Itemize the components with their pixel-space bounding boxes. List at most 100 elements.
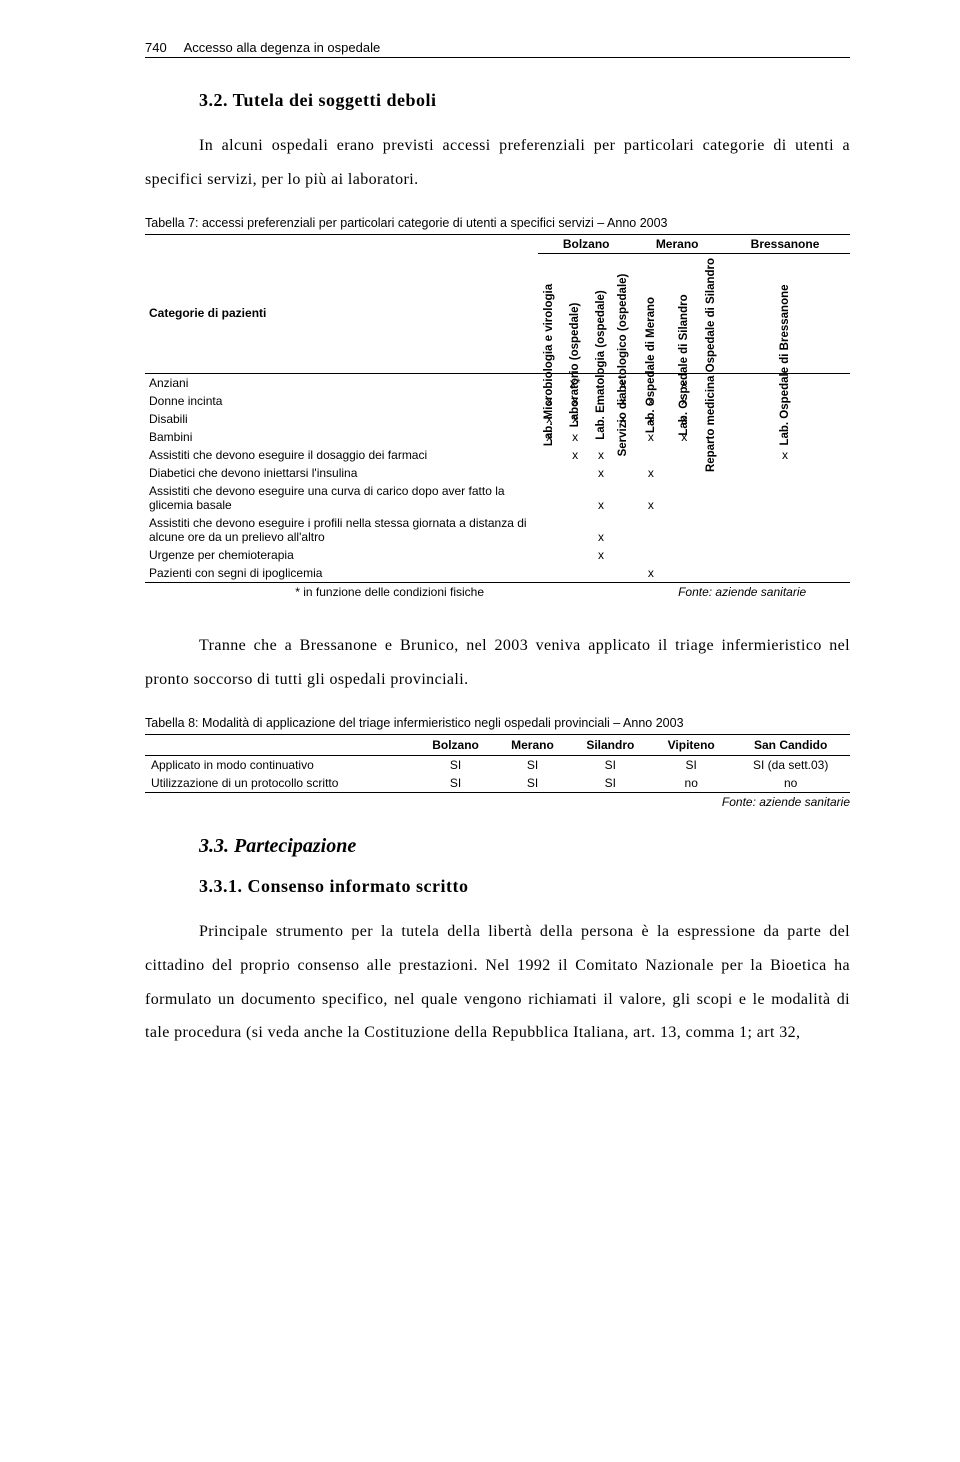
t7-col5: Lab. Ospedale di Silandro <box>678 295 690 436</box>
table-row-category: Assistiti che devono eseguire una curva … <box>145 482 538 514</box>
table-cell <box>720 546 850 564</box>
t8-h2: Merano <box>495 735 569 756</box>
table-cell: x <box>590 546 612 564</box>
table-cell <box>701 514 720 546</box>
table-cell: x <box>560 446 590 464</box>
t8-h4: Vipiteno <box>651 735 731 756</box>
table-cell: SI <box>416 756 496 775</box>
table-cell: x <box>634 564 667 583</box>
t7-col3: Servizio diabetologico (ospedale) <box>617 274 629 457</box>
table7-fonte: Fonte: aziende sanitarie <box>634 583 850 602</box>
table-row-category: Diabetici che devono iniettarsi l'insuli… <box>145 464 538 482</box>
table-cell <box>538 514 560 546</box>
table-row-category: Disabili <box>145 410 538 428</box>
section-3-2-paragraph: In alcuni ospedali erano previsti access… <box>145 129 850 196</box>
page-number: 740 <box>145 40 167 55</box>
table8-caption: Tabella 8: Modalità di applicazione del … <box>145 716 850 730</box>
table7: Bolzano Merano Bressanone Categorie di p… <box>145 234 850 601</box>
table7-footnote: * in funzione delle condizioni fisiche <box>145 583 634 602</box>
table-cell <box>668 446 701 464</box>
table7-caption: Tabella 7: accessi preferenziali per par… <box>145 216 850 230</box>
table-cell <box>668 546 701 564</box>
table-cell <box>668 514 701 546</box>
table-cell: x <box>590 464 612 482</box>
table-cell: SI <box>651 756 731 775</box>
table-cell: x <box>590 514 612 546</box>
table-cell: SI <box>495 774 569 793</box>
table-row-category: Bambini <box>145 428 538 446</box>
t8-h1: Bolzano <box>416 735 496 756</box>
table-cell <box>701 564 720 583</box>
table-cell: x <box>590 482 612 514</box>
t8-h3: Silandro <box>570 735 651 756</box>
table-row-label: Utilizzazione di un protocollo scritto <box>145 774 416 793</box>
table-cell <box>612 564 634 583</box>
t7-col1: Laboratorio (ospedale) <box>569 303 581 428</box>
page-header: 740 Accesso alla degenza in ospedale <box>145 40 850 55</box>
table-row-category: Pazienti con segni di ipoglicemia <box>145 564 538 583</box>
section-3-2-title: 3.2. Tutela dei soggetti deboli <box>145 90 850 111</box>
table-cell: x <box>560 428 590 446</box>
table-cell <box>720 564 850 583</box>
table-cell <box>538 482 560 514</box>
table-cell <box>538 546 560 564</box>
table-cell <box>560 514 590 546</box>
table7-group-bolzano: Bolzano <box>538 235 634 254</box>
table-cell <box>701 546 720 564</box>
section-3-3-title: 3.3. Partecipazione <box>145 835 850 858</box>
table-cell <box>720 482 850 514</box>
table-row-category: Donne incinta <box>145 392 538 410</box>
table-cell <box>538 464 560 482</box>
table-row-label: Applicato in modo continuativo <box>145 756 416 775</box>
table-cell <box>560 464 590 482</box>
table-cell <box>560 546 590 564</box>
table-cell <box>668 464 701 482</box>
t8-h0 <box>145 735 416 756</box>
table7-group-merano: Merano <box>634 235 720 254</box>
table7-cat-header: Categorie di pazienti <box>145 254 538 374</box>
table7-group-bressanone: Bressanone <box>720 235 850 254</box>
table-cell <box>634 446 667 464</box>
table-cell <box>720 464 850 482</box>
table-cell: SI <box>495 756 569 775</box>
t7-col0: Lab. Microbiologia e virologia <box>543 284 555 446</box>
t7-col4: Lab. Ospedale di Merano <box>645 297 657 433</box>
table-cell: SI <box>416 774 496 793</box>
table-cell <box>612 464 634 482</box>
table-cell <box>538 446 560 464</box>
table-cell <box>612 546 634 564</box>
table8-fonte: Fonte: aziende sanitarie <box>145 795 850 809</box>
table-cell <box>701 482 720 514</box>
table-cell <box>538 564 560 583</box>
table-cell: x <box>634 464 667 482</box>
table-cell <box>560 564 590 583</box>
section-3-3-1-paragraph: Principale strumento per la tutela della… <box>145 915 850 1049</box>
t8-h5: San Candido <box>731 735 850 756</box>
mid-paragraph: Tranne che a Bressanone e Brunico, nel 2… <box>145 629 850 696</box>
table-cell <box>634 514 667 546</box>
header-divider <box>145 57 850 58</box>
table-cell: no <box>651 774 731 793</box>
table-cell: x <box>634 482 667 514</box>
header-title: Accesso alla degenza in ospedale <box>184 40 381 55</box>
table-row-category: Assistiti che devono eseguire il dosaggi… <box>145 446 538 464</box>
table-cell: SI (da sett.03) <box>731 756 850 775</box>
table-cell <box>720 514 850 546</box>
table-cell <box>612 514 634 546</box>
section-3-3-1-title: 3.3.1. Consenso informato scritto <box>145 876 850 897</box>
t7-col2: Lab. Ematologia (ospedale) <box>595 290 607 440</box>
table-cell: x <box>720 446 850 464</box>
table-cell <box>590 564 612 583</box>
table-cell <box>612 482 634 514</box>
table-row-category: Anziani <box>145 374 538 393</box>
t7-col6: Reparto medicina Ospedale di Silandro <box>705 258 717 472</box>
table-cell <box>634 546 667 564</box>
table8: Bolzano Merano Silandro Vipiteno San Can… <box>145 734 850 793</box>
table-cell: no <box>731 774 850 793</box>
table-cell: x <box>590 446 612 464</box>
table-cell <box>668 564 701 583</box>
table-cell: SI <box>570 756 651 775</box>
table-cell <box>668 482 701 514</box>
table-cell <box>560 482 590 514</box>
t7-col7: Lab. Ospedale di Bressanone <box>779 285 791 446</box>
